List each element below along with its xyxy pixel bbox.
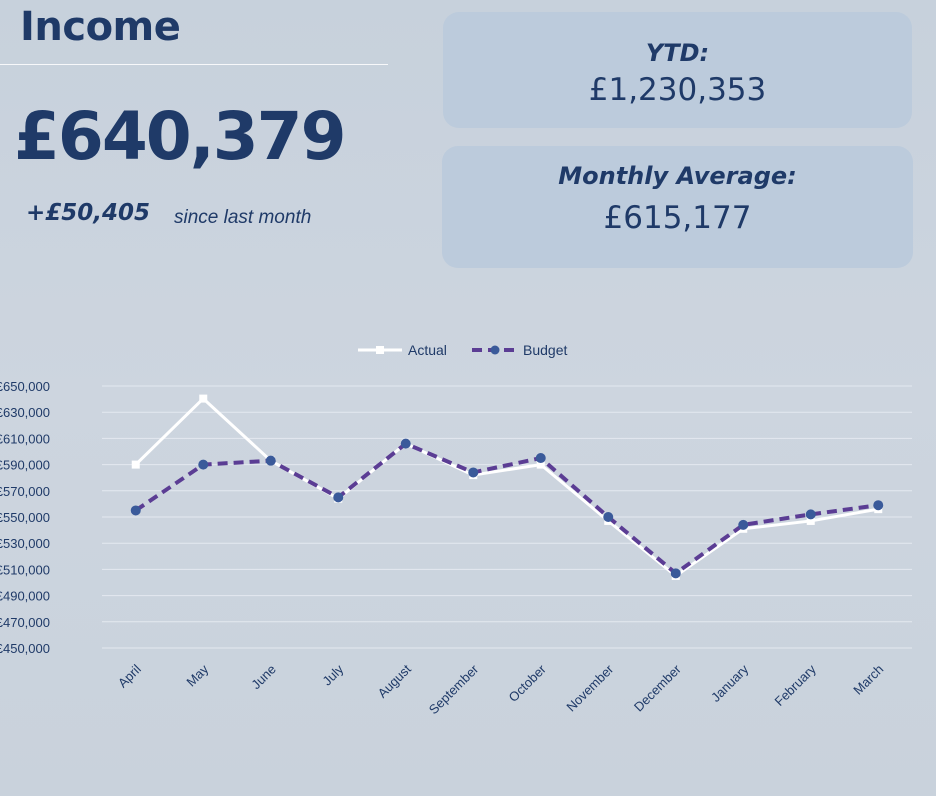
y-tick-label: £590,000 (0, 458, 50, 473)
x-tick-label: July (319, 661, 346, 688)
x-tick-label: September (426, 661, 482, 717)
y-tick-label: £470,000 (0, 615, 50, 630)
legend-actual-label: Actual (408, 342, 447, 358)
budget-series-line (134, 441, 879, 576)
y-tick-label: £630,000 (0, 405, 50, 420)
income-line-chart: £650,000 £630,000 £610,000 £590,000 £570,000… (0, 342, 912, 717)
x-tick-label: January (708, 661, 752, 705)
y-tick-label: £550,000 (0, 510, 50, 525)
budget-point (670, 568, 681, 579)
y-tick-label: £450,000 (0, 641, 50, 656)
actual-series-line (134, 397, 879, 578)
legend-budget-marker (490, 345, 500, 355)
y-tick-label: £530,000 (0, 536, 50, 551)
ytd-value: £1,230,353 (588, 72, 767, 108)
budget-point (805, 509, 816, 520)
budget-point (130, 505, 141, 516)
budget-point (468, 467, 479, 478)
budget-point (265, 455, 276, 466)
y-tick-label: £570,000 (0, 484, 50, 499)
x-tick-label: December (631, 661, 684, 714)
x-tick-label: October (506, 661, 550, 705)
monthly-average-value: £615,177 (603, 200, 752, 236)
x-tick-label: November (563, 661, 616, 714)
chart-legend: Actual Budget (358, 342, 567, 358)
budget-point (738, 519, 749, 530)
legend-budget-label: Budget (523, 342, 567, 358)
page-title: Income (20, 4, 181, 50)
current-income-value: £640,379 (14, 98, 347, 175)
budget-point (198, 459, 209, 470)
actual-point (131, 460, 140, 469)
x-tick-label: August (375, 661, 414, 700)
title-divider (0, 64, 388, 65)
budget-point (535, 453, 546, 464)
actual-point (536, 460, 545, 469)
budget-point (400, 438, 411, 449)
budget-point (603, 512, 614, 522)
actual-point (806, 516, 815, 525)
ytd-card: YTD: £1,230,353 (443, 12, 912, 128)
month-change-value: +£50,405 (26, 200, 151, 226)
legend-actual-marker (376, 346, 384, 354)
month-change-label: since last month (174, 207, 312, 228)
actual-point (199, 394, 208, 403)
monthly-average-label: Monthly Average: (558, 162, 797, 190)
y-tick-label: £650,000 (0, 379, 50, 394)
y-tick-label: £490,000 (0, 589, 50, 604)
monthly-average-card: Monthly Average: £615,177 (442, 146, 913, 268)
x-tick-label: June (248, 662, 279, 693)
x-tick-label: May (183, 661, 211, 689)
x-tick-label: February (771, 661, 819, 709)
budget-point (333, 492, 344, 503)
ytd-label: YTD: (645, 39, 710, 67)
y-tick-label: £610,000 (0, 431, 50, 446)
y-tick-label: £510,000 (0, 562, 50, 577)
x-tick-label: April (115, 661, 144, 690)
x-tick-label: March (850, 662, 886, 698)
budget-point (873, 500, 884, 511)
